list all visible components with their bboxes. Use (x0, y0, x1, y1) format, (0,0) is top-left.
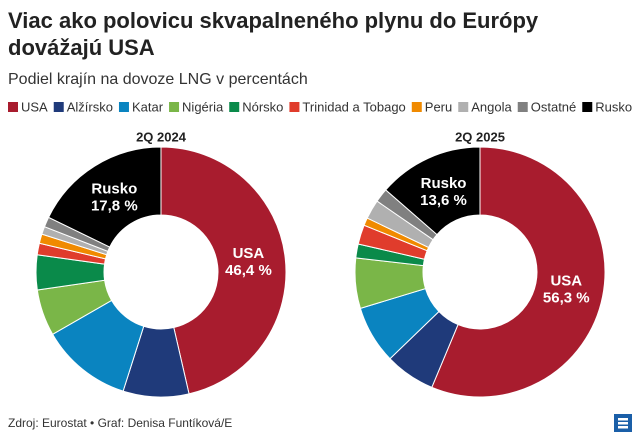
legend-swatch (8, 102, 18, 112)
legend-label: Katar (132, 99, 164, 114)
logo (614, 414, 632, 432)
legend-label: Nigéria (182, 99, 224, 114)
slice (47, 146, 162, 248)
legend-swatch (582, 102, 593, 112)
slice-name: Rusko (91, 180, 137, 197)
title-line: Viac ako polovicu skvapalneného plynu do… (8, 8, 539, 33)
slice-name: USA (550, 272, 582, 289)
legend-label: Ostatné (531, 99, 577, 114)
legend-swatch (53, 102, 64, 112)
title-line: dovážajú USA (8, 35, 155, 60)
slice-name: USA (233, 245, 265, 262)
value-label: 17,8 % (91, 197, 138, 214)
legend-swatch (411, 102, 422, 112)
value-label: 13,6 % (420, 192, 467, 209)
legend-label: Peru (425, 99, 452, 114)
value-label: 56,3 % (543, 289, 590, 306)
slice (160, 146, 287, 395)
slice-name: Rusko (421, 175, 467, 192)
legend-swatch (517, 102, 528, 112)
chart-subtitle: 2Q 2024 (136, 129, 187, 144)
chart-subtitle: 2Q 2025 (455, 129, 505, 144)
slice (385, 146, 481, 236)
value-label: 46,4 % (225, 262, 272, 279)
legend-swatch (169, 102, 180, 112)
legend-label: Trinidad a Tobago (302, 99, 405, 114)
subtitle: Podiel krajín na dovoze LNG v percentách (8, 71, 308, 88)
source: Zdroj: Eurostat • Graf: Denisa Funtíková… (8, 416, 232, 430)
legend-swatch (458, 102, 469, 112)
legend-label: Rusko (595, 99, 632, 114)
legend-swatch (289, 102, 300, 112)
legend-swatch (118, 102, 129, 112)
legend-swatch (229, 102, 240, 112)
legend-label: Alžírsko (67, 99, 113, 114)
slice (431, 146, 606, 398)
legend-label: USA (21, 99, 48, 114)
legend-label: Angola (471, 99, 512, 114)
legend-label: Nórsko (242, 99, 283, 114)
